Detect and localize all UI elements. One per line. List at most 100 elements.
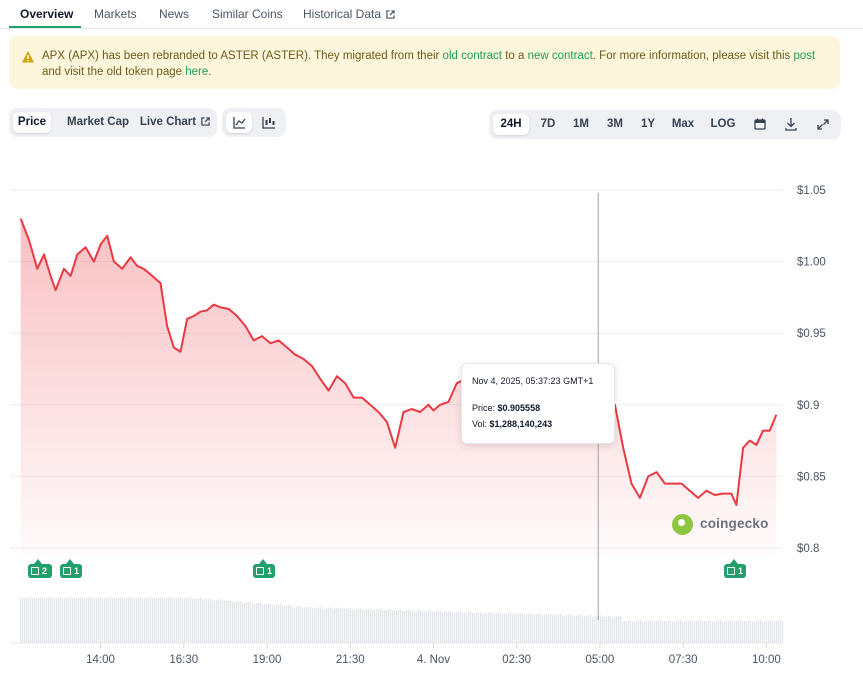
volume-bar — [240, 601, 242, 643]
tab-historical-data-label: Historical Data — [303, 7, 382, 21]
volume-bar — [586, 615, 588, 643]
volume-bar — [422, 611, 424, 643]
volume-bar — [762, 621, 764, 643]
x-tick-label: 14:00 — [86, 654, 115, 666]
volume-bar — [58, 597, 60, 643]
old-contract-link[interactable]: old contract — [442, 50, 502, 62]
volume-bar — [138, 597, 140, 643]
range-1y-button[interactable]: 1Y — [640, 118, 656, 130]
volume-bar — [686, 620, 688, 643]
volume-bar — [354, 609, 356, 643]
volume-bar — [112, 598, 114, 643]
volume-bar — [776, 620, 778, 643]
old-token-page-link[interactable]: here — [185, 66, 209, 78]
volume-bar — [746, 620, 748, 643]
volume-bar — [650, 620, 652, 643]
price-chart[interactable]: $1.05$1.00$0.95$0.9$0.85$0.8 14:00 16:30 1… — [0, 140, 863, 680]
event-marker[interactable]: 2 — [28, 559, 52, 578]
volume-bar — [774, 621, 776, 643]
volume-bar — [280, 604, 282, 643]
volume-bar — [712, 621, 714, 643]
candlestick-chart-button[interactable] — [256, 112, 282, 133]
volume-bar — [616, 616, 618, 643]
tab-markets[interactable]: Markets — [94, 7, 137, 21]
volume-bar — [396, 610, 398, 643]
event-marker[interactable]: 1 — [253, 559, 275, 578]
volume-bar — [676, 620, 678, 643]
tab-historical-data[interactable]: Historical Data — [303, 7, 395, 21]
log-scale-button[interactable]: LOG — [710, 118, 736, 130]
volume-bar — [352, 609, 354, 643]
new-contract-link[interactable]: new contract — [527, 50, 593, 62]
volume-bar — [552, 615, 554, 643]
volume-bar — [220, 599, 222, 643]
volume-bar — [742, 621, 744, 643]
metric-toggle-group: Price Market Cap Live Chart — [9, 108, 217, 137]
volume-bar — [376, 609, 378, 643]
tooltip-vol-value: $1,288,140,243 — [489, 419, 553, 429]
range-max-button[interactable]: Max — [671, 118, 695, 130]
volume-bar — [474, 612, 476, 643]
volume-bar — [320, 606, 322, 643]
market-cap-button[interactable]: Market Cap — [67, 116, 129, 128]
volume-bar — [438, 610, 440, 643]
y-tick-label: $0.95 — [797, 328, 826, 340]
volume-bar — [50, 597, 52, 643]
volume-bar — [238, 601, 240, 643]
volume-bar — [706, 620, 708, 643]
volume-bar — [374, 609, 376, 643]
volume-bar — [612, 617, 614, 643]
volume-bar — [608, 615, 610, 643]
price-button[interactable]: Price — [13, 112, 51, 133]
volume-bar — [204, 599, 206, 643]
active-tab-indicator — [9, 26, 81, 28]
line-chart-button[interactable] — [226, 112, 252, 133]
event-icon — [727, 567, 735, 575]
volume-bar — [102, 598, 104, 643]
tooltip-date: Nov 4, 2025, 05:37:23 GMT+1 — [472, 376, 594, 386]
volume-bar — [710, 620, 712, 643]
volume-bar — [632, 621, 634, 643]
live-chart-button[interactable]: Live Chart — [137, 112, 213, 133]
volume-bar — [378, 609, 380, 643]
volume-bar — [292, 607, 294, 643]
volume-bar — [168, 597, 170, 643]
volume-bar — [636, 620, 638, 643]
tab-news[interactable]: News — [159, 7, 190, 21]
volume-bar — [184, 598, 186, 643]
y-axis: $1.05 $1.00 $0.95 $0.9 $0.85 $0.8 — [797, 185, 826, 555]
volume-bar — [282, 606, 284, 643]
volume-bar — [572, 616, 574, 643]
volume-bar — [514, 613, 516, 643]
post-link[interactable]: post — [793, 50, 816, 62]
fullscreen-button[interactable] — [810, 114, 836, 135]
tab-overview[interactable]: Overview — [20, 7, 74, 21]
range-3m-button[interactable]: 3M — [607, 118, 623, 130]
volume-bar — [318, 607, 320, 643]
volume-bar — [86, 597, 88, 643]
event-marker[interactable]: 1 — [724, 559, 746, 578]
volume-bar — [562, 615, 564, 643]
volume-bar — [624, 621, 626, 643]
volume-bar — [466, 612, 468, 643]
event-marker[interactable]: 1 — [60, 559, 82, 578]
volume-bar — [584, 616, 586, 643]
range-1m-button[interactable]: 1M — [573, 118, 589, 130]
volume-bar — [404, 610, 406, 643]
volume-bar — [174, 598, 176, 643]
tab-similar-coins[interactable]: Similar Coins — [212, 7, 283, 21]
volume-bar — [232, 602, 234, 643]
volume-bar — [652, 621, 654, 643]
volume-bar — [470, 611, 472, 643]
volume-bar — [648, 620, 650, 643]
date-range-button[interactable] — [747, 114, 773, 135]
volume-bar — [620, 615, 622, 643]
range-7d-button[interactable]: 7D — [540, 118, 556, 130]
volume-bar — [298, 606, 300, 643]
range-24h-button[interactable]: 24H — [493, 114, 529, 135]
volume-bar — [366, 609, 368, 643]
volume-bar — [90, 597, 92, 643]
volume-bar — [430, 610, 432, 643]
volume-bar — [502, 614, 504, 643]
download-button[interactable] — [778, 114, 804, 135]
